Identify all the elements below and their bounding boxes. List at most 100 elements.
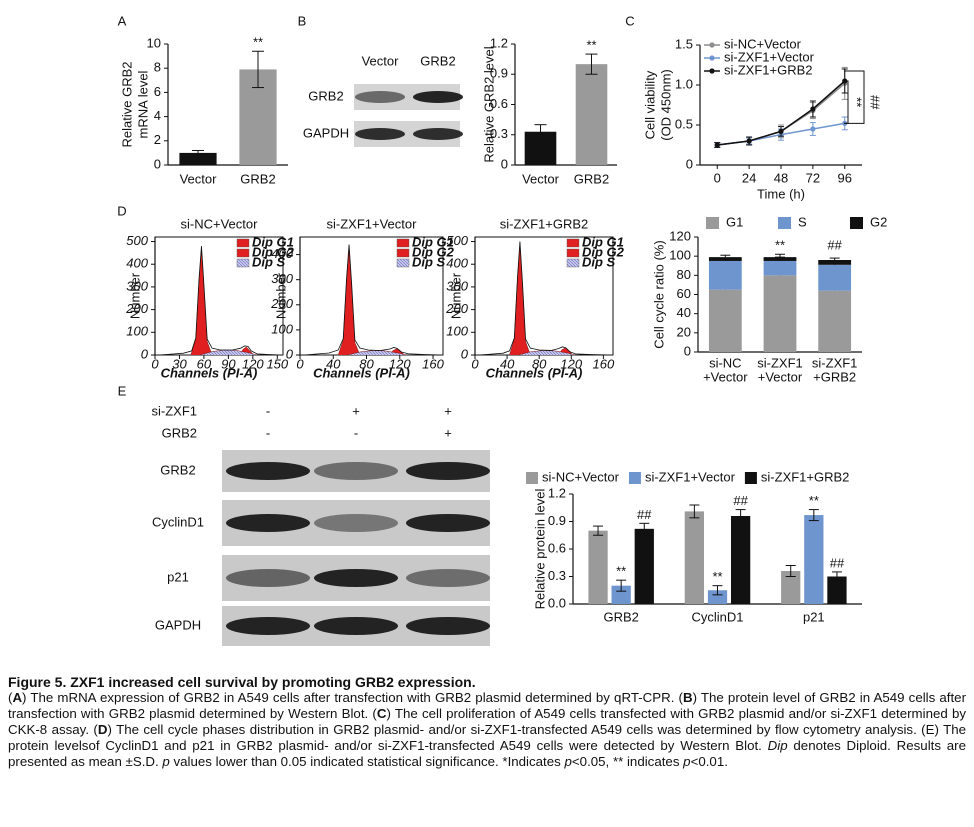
bar bbox=[804, 515, 824, 604]
blot-row-label: CyclinD1 bbox=[152, 514, 204, 529]
y-axis-label: Number bbox=[448, 272, 463, 319]
caption-body: (A) The mRNA expression of GRB2 in A549 … bbox=[8, 690, 966, 770]
y-tick-label: 100 bbox=[126, 324, 148, 339]
caption-run: ) The mRNA expression of GRB2 in A549 ce… bbox=[22, 690, 683, 705]
x-tick-label: 72 bbox=[806, 170, 820, 185]
point bbox=[810, 126, 816, 132]
y-tick-label: 0.0 bbox=[548, 595, 566, 610]
legend-label: Dip G2 bbox=[412, 244, 455, 259]
x-axis-label: Channels (PI-A) bbox=[313, 365, 410, 380]
x-axis-label: Time (h) bbox=[757, 186, 805, 201]
caption-run: ) The cell proliferation of A549 cells t… bbox=[8, 706, 966, 737]
y-axis-label: Relative GRB2 level bbox=[481, 46, 496, 162]
x-tick-label: +Vector bbox=[703, 369, 748, 384]
blot-band bbox=[355, 91, 405, 103]
bar-segment bbox=[708, 257, 742, 261]
legend-label: si-NC+Vector bbox=[542, 469, 620, 484]
x-tick-label: 120 bbox=[389, 356, 411, 371]
x-axis-label: Channels (PI-A) bbox=[161, 365, 258, 380]
y-tick-label: 400 bbox=[126, 256, 148, 271]
significance: ** bbox=[850, 97, 865, 107]
y-tick-label: 400 bbox=[446, 256, 468, 271]
x-tick-label: 120 bbox=[560, 356, 582, 371]
x-tick-label: 80 bbox=[532, 356, 547, 371]
y-tick-label: 300 bbox=[126, 278, 148, 293]
legend-label: si-ZXF1+Vector bbox=[645, 469, 736, 484]
legend-swatch bbox=[396, 238, 410, 248]
point bbox=[746, 138, 752, 144]
x-tick-label: +Vector bbox=[758, 369, 803, 384]
caption-run: B bbox=[682, 690, 693, 705]
legend-swatch bbox=[566, 238, 580, 248]
x-tick-label: 160 bbox=[593, 356, 615, 371]
envelope-line bbox=[304, 244, 442, 356]
y-tick-label: 80 bbox=[677, 267, 691, 282]
legend-label: Dip G1 bbox=[582, 234, 624, 249]
point bbox=[714, 142, 720, 148]
y-tick-label: 100 bbox=[446, 324, 468, 339]
x-tick-label: 80 bbox=[359, 356, 374, 371]
y-tick-label: 120 bbox=[669, 228, 691, 243]
panel-letter: A bbox=[118, 13, 127, 28]
significance: ** bbox=[775, 237, 785, 252]
point bbox=[810, 106, 816, 112]
y-tick-label: 20 bbox=[677, 324, 691, 339]
x-tick-label: Vector bbox=[180, 171, 218, 186]
caption-run: D bbox=[97, 722, 108, 737]
panel-letter: B bbox=[298, 13, 307, 28]
x-tick-label: si-ZXF1 bbox=[757, 355, 803, 370]
y-axis-label: Number bbox=[273, 272, 288, 319]
legend-label: Dip G2 bbox=[582, 244, 625, 259]
y-tick-label: 0.6 bbox=[490, 96, 508, 111]
legend-swatch bbox=[706, 217, 719, 229]
area bbox=[190, 248, 213, 356]
legend-swatch bbox=[526, 472, 538, 484]
legend-label: G2 bbox=[870, 214, 887, 229]
y-tick-label: 0 bbox=[501, 156, 508, 171]
x-tick-label: 24 bbox=[742, 170, 756, 185]
y-axis-label: Relative protein level bbox=[532, 489, 547, 610]
caption-run: ) The cell cycle phases distribution in … bbox=[8, 722, 966, 753]
bar bbox=[827, 576, 847, 604]
caption-run: ) The protein level of GRB2 in A549 cell… bbox=[8, 690, 967, 721]
bar-segment bbox=[708, 289, 742, 352]
y-tick-label: 300 bbox=[271, 271, 293, 286]
blot-row-label: GRB2 bbox=[160, 462, 195, 477]
x-tick-label: si-NC bbox=[709, 355, 742, 370]
blot-band bbox=[355, 128, 405, 140]
caption-run: p bbox=[564, 754, 572, 769]
bar bbox=[781, 571, 801, 604]
x-tick-label: 150 bbox=[266, 356, 288, 371]
x-tick-label: Vector bbox=[522, 171, 560, 186]
blot-band bbox=[406, 569, 490, 587]
panel-letter: D bbox=[117, 203, 126, 218]
legend-swatch bbox=[628, 472, 641, 484]
caption-title: Figure 5. ZXF1 increased cell survival b… bbox=[8, 674, 476, 690]
blot-row-label: GAPDH bbox=[303, 125, 349, 140]
blot-column-label: Vector bbox=[362, 53, 400, 68]
significance: ## bbox=[733, 493, 748, 508]
legend-swatch bbox=[850, 217, 863, 229]
x-tick-label: 96 bbox=[838, 170, 852, 185]
condition-label: GRB2 bbox=[162, 425, 197, 440]
condition-mark: + bbox=[352, 403, 360, 418]
y-tick-label: 0 bbox=[684, 343, 691, 358]
significance: ** bbox=[253, 35, 263, 50]
caption-run: A bbox=[12, 690, 23, 705]
y-tick-label: 60 bbox=[677, 286, 691, 301]
blot-band bbox=[314, 569, 398, 587]
x-tick-label: 40 bbox=[500, 356, 515, 371]
significance: ## bbox=[637, 507, 652, 522]
x-tick-label: 90 bbox=[221, 356, 236, 371]
legend-label: Dip G2 bbox=[252, 244, 295, 259]
legend-label: Dip S bbox=[252, 254, 286, 269]
y-axis-label: Cell cycle ratio (%) bbox=[651, 240, 666, 348]
bar bbox=[575, 64, 608, 165]
chart-title: si-NC+Vector bbox=[181, 216, 259, 231]
significance: ** bbox=[712, 569, 722, 584]
x-tick-label: +GRB2 bbox=[813, 369, 856, 384]
bar bbox=[634, 528, 654, 604]
y-axis-label: Cell viability bbox=[642, 70, 657, 139]
area bbox=[509, 243, 531, 356]
